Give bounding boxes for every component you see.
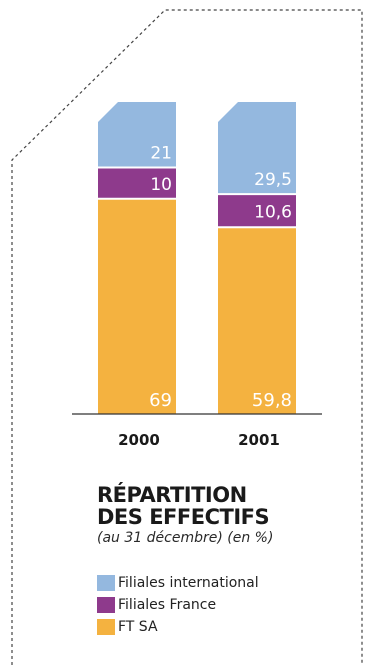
x-tick-label-2001: 2001 <box>238 431 280 449</box>
x-axis-labels: 2000 2001 <box>118 431 280 449</box>
stacked-bar-chart: 69 10 21 59,8 10,6 29,5 2000 2001 <box>72 102 322 449</box>
legend-label-ft-sa: FT SA <box>118 619 158 635</box>
legend-label-filiales-france: Filiales France <box>118 597 217 613</box>
data-label-filiales-france-2000: 10 <box>150 175 172 195</box>
legend-item-filiales-international: Filiales international <box>97 573 259 593</box>
legend-label-filiales-international: Filiales international <box>118 575 259 591</box>
bar-segment-filiales-international-2000 <box>98 102 176 167</box>
chart-title: RÉPARTITION DES EFFECTIFS <box>97 483 270 529</box>
bar-segment-filiales-france-2001 <box>218 195 296 227</box>
chart-caption: RÉPARTITION DES EFFECTIFS (au 31 décembr… <box>97 484 273 546</box>
data-label-filiales-international-2000: 21 <box>150 144 172 164</box>
data-label-filiales-france-2001: 10,6 <box>254 203 292 223</box>
bar-segment-ft-sa-2000 <box>98 199 176 414</box>
x-tick-label-2000: 2000 <box>118 431 160 449</box>
legend-swatch-filiales-international <box>97 575 115 591</box>
data-label-ft-sa-2001: 59,8 <box>252 390 292 411</box>
legend-swatch-filiales-france <box>97 597 115 613</box>
bars-group: 69 10 21 59,8 10,6 29,5 <box>98 102 296 414</box>
bar-segment-ft-sa-2001 <box>218 228 296 414</box>
legend-item-ft-sa: FT SA <box>97 617 259 637</box>
data-label-ft-sa-2000: 69 <box>149 390 172 411</box>
data-label-filiales-international-2001: 29,5 <box>254 170 292 190</box>
bar-segment-filiales-france-2000 <box>98 168 176 198</box>
chart-subtitle: (au 31 décembre) (en %) <box>97 530 274 546</box>
legend-swatch-ft-sa <box>97 619 115 635</box>
legend-item-filiales-france: Filiales France <box>97 595 259 615</box>
legend: Filiales international Filiales France F… <box>97 573 259 639</box>
bar-segment-filiales-international-2001 <box>218 102 296 194</box>
